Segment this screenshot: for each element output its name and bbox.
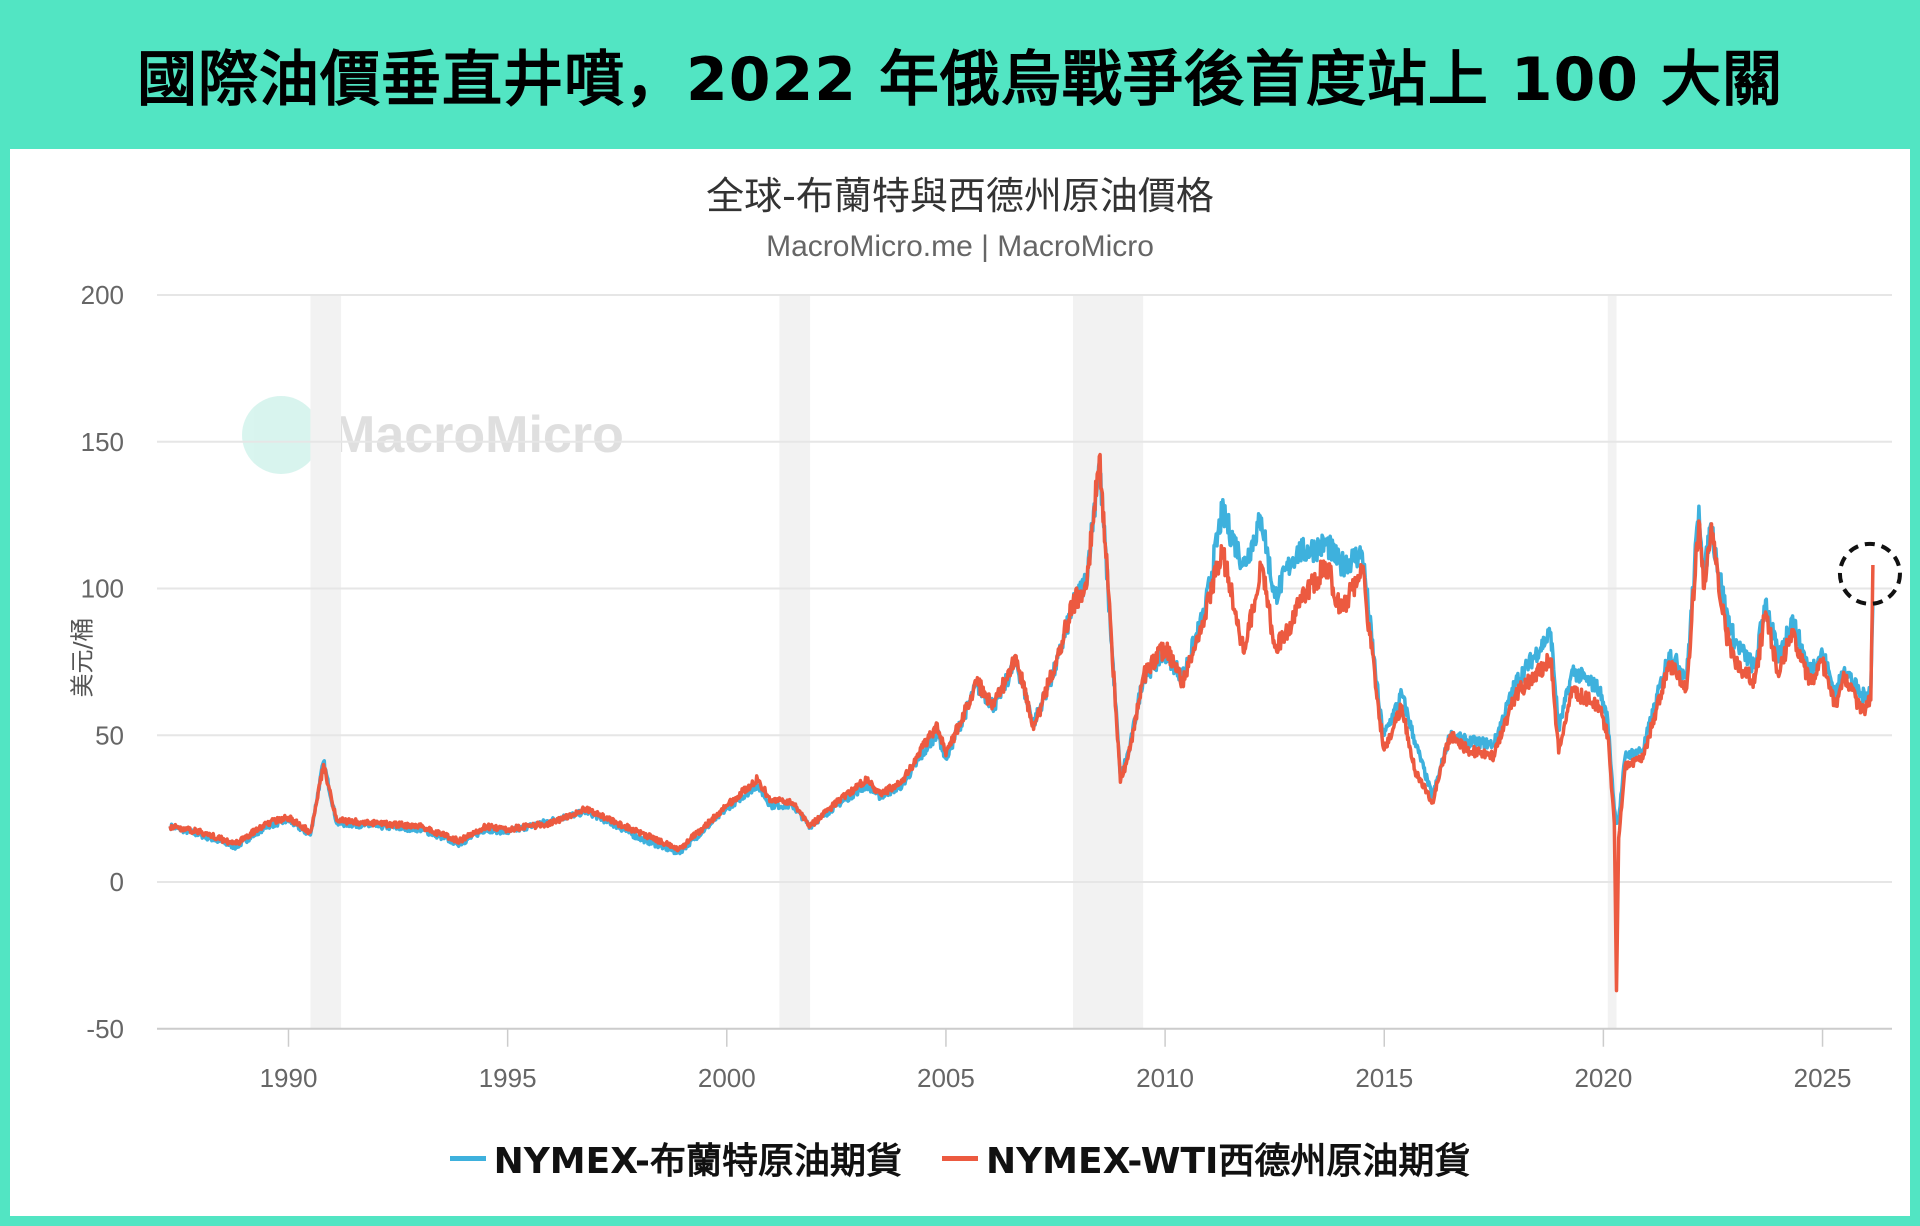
x-tick-label: 1990 (260, 1063, 318, 1093)
recession-band (310, 295, 342, 1029)
y-tick-label: 0 (110, 867, 124, 897)
legend: NYMEX-布蘭特原油期貨 NYMEX-WTI西德州原油期貨 (0, 1132, 1920, 1184)
x-tick-label: 2020 (1574, 1063, 1632, 1093)
banner-title: 國際油價垂直井噴，2022 年俄烏戰爭後首度站上 100 大關 (137, 45, 1783, 115)
x-tick-label: 2025 (1794, 1063, 1852, 1093)
x-tick-label: 2005 (917, 1063, 975, 1093)
legend-swatch-wti (941, 1155, 978, 1161)
y-tick-label: 150 (81, 427, 124, 457)
banner: 國際油價垂直井噴，2022 年俄烏戰爭後首度站上 100 大關 (0, 0, 1920, 149)
legend-swatch-brent (449, 1155, 486, 1161)
x-tick-label: 2015 (1355, 1063, 1413, 1093)
x-tick-label: 1995 (479, 1063, 537, 1093)
legend-label: NYMEX-布蘭特原油期貨 (493, 1141, 902, 1182)
recession-band (1607, 295, 1617, 1029)
chart-subtitle: MacroMicro.me | MacroMicro (766, 230, 1154, 263)
y-axis-label: 美元/桶 (68, 617, 97, 698)
y-tick-label: 200 (81, 280, 124, 310)
chart-title: 全球-布蘭特與西德州原油價格 (706, 174, 1214, 218)
highlight-circle (1837, 541, 1902, 606)
legend-item-brent[interactable]: NYMEX-布蘭特原油期貨 (449, 1132, 902, 1184)
watermark: MacroMicro (242, 396, 624, 474)
watermark-text: MacroMicro (332, 406, 624, 464)
x-tick-label: 2000 (698, 1063, 756, 1093)
legend-label: NYMEX-WTI西德州原油期貨 (985, 1141, 1471, 1182)
y-tick-label: -50 (86, 1014, 124, 1044)
y-tick-label: 50 (95, 720, 124, 750)
legend-item-wti[interactable]: NYMEX-WTI西德州原油期貨 (941, 1132, 1471, 1184)
macromicro-logo-icon (242, 396, 320, 474)
series-line-wti (168, 452, 1875, 993)
series-line-brent (168, 460, 1875, 856)
y-tick-label: 100 (81, 574, 124, 604)
recession-band (1073, 295, 1144, 1029)
x-tick-label: 2010 (1136, 1063, 1194, 1093)
recession-band (779, 295, 811, 1029)
